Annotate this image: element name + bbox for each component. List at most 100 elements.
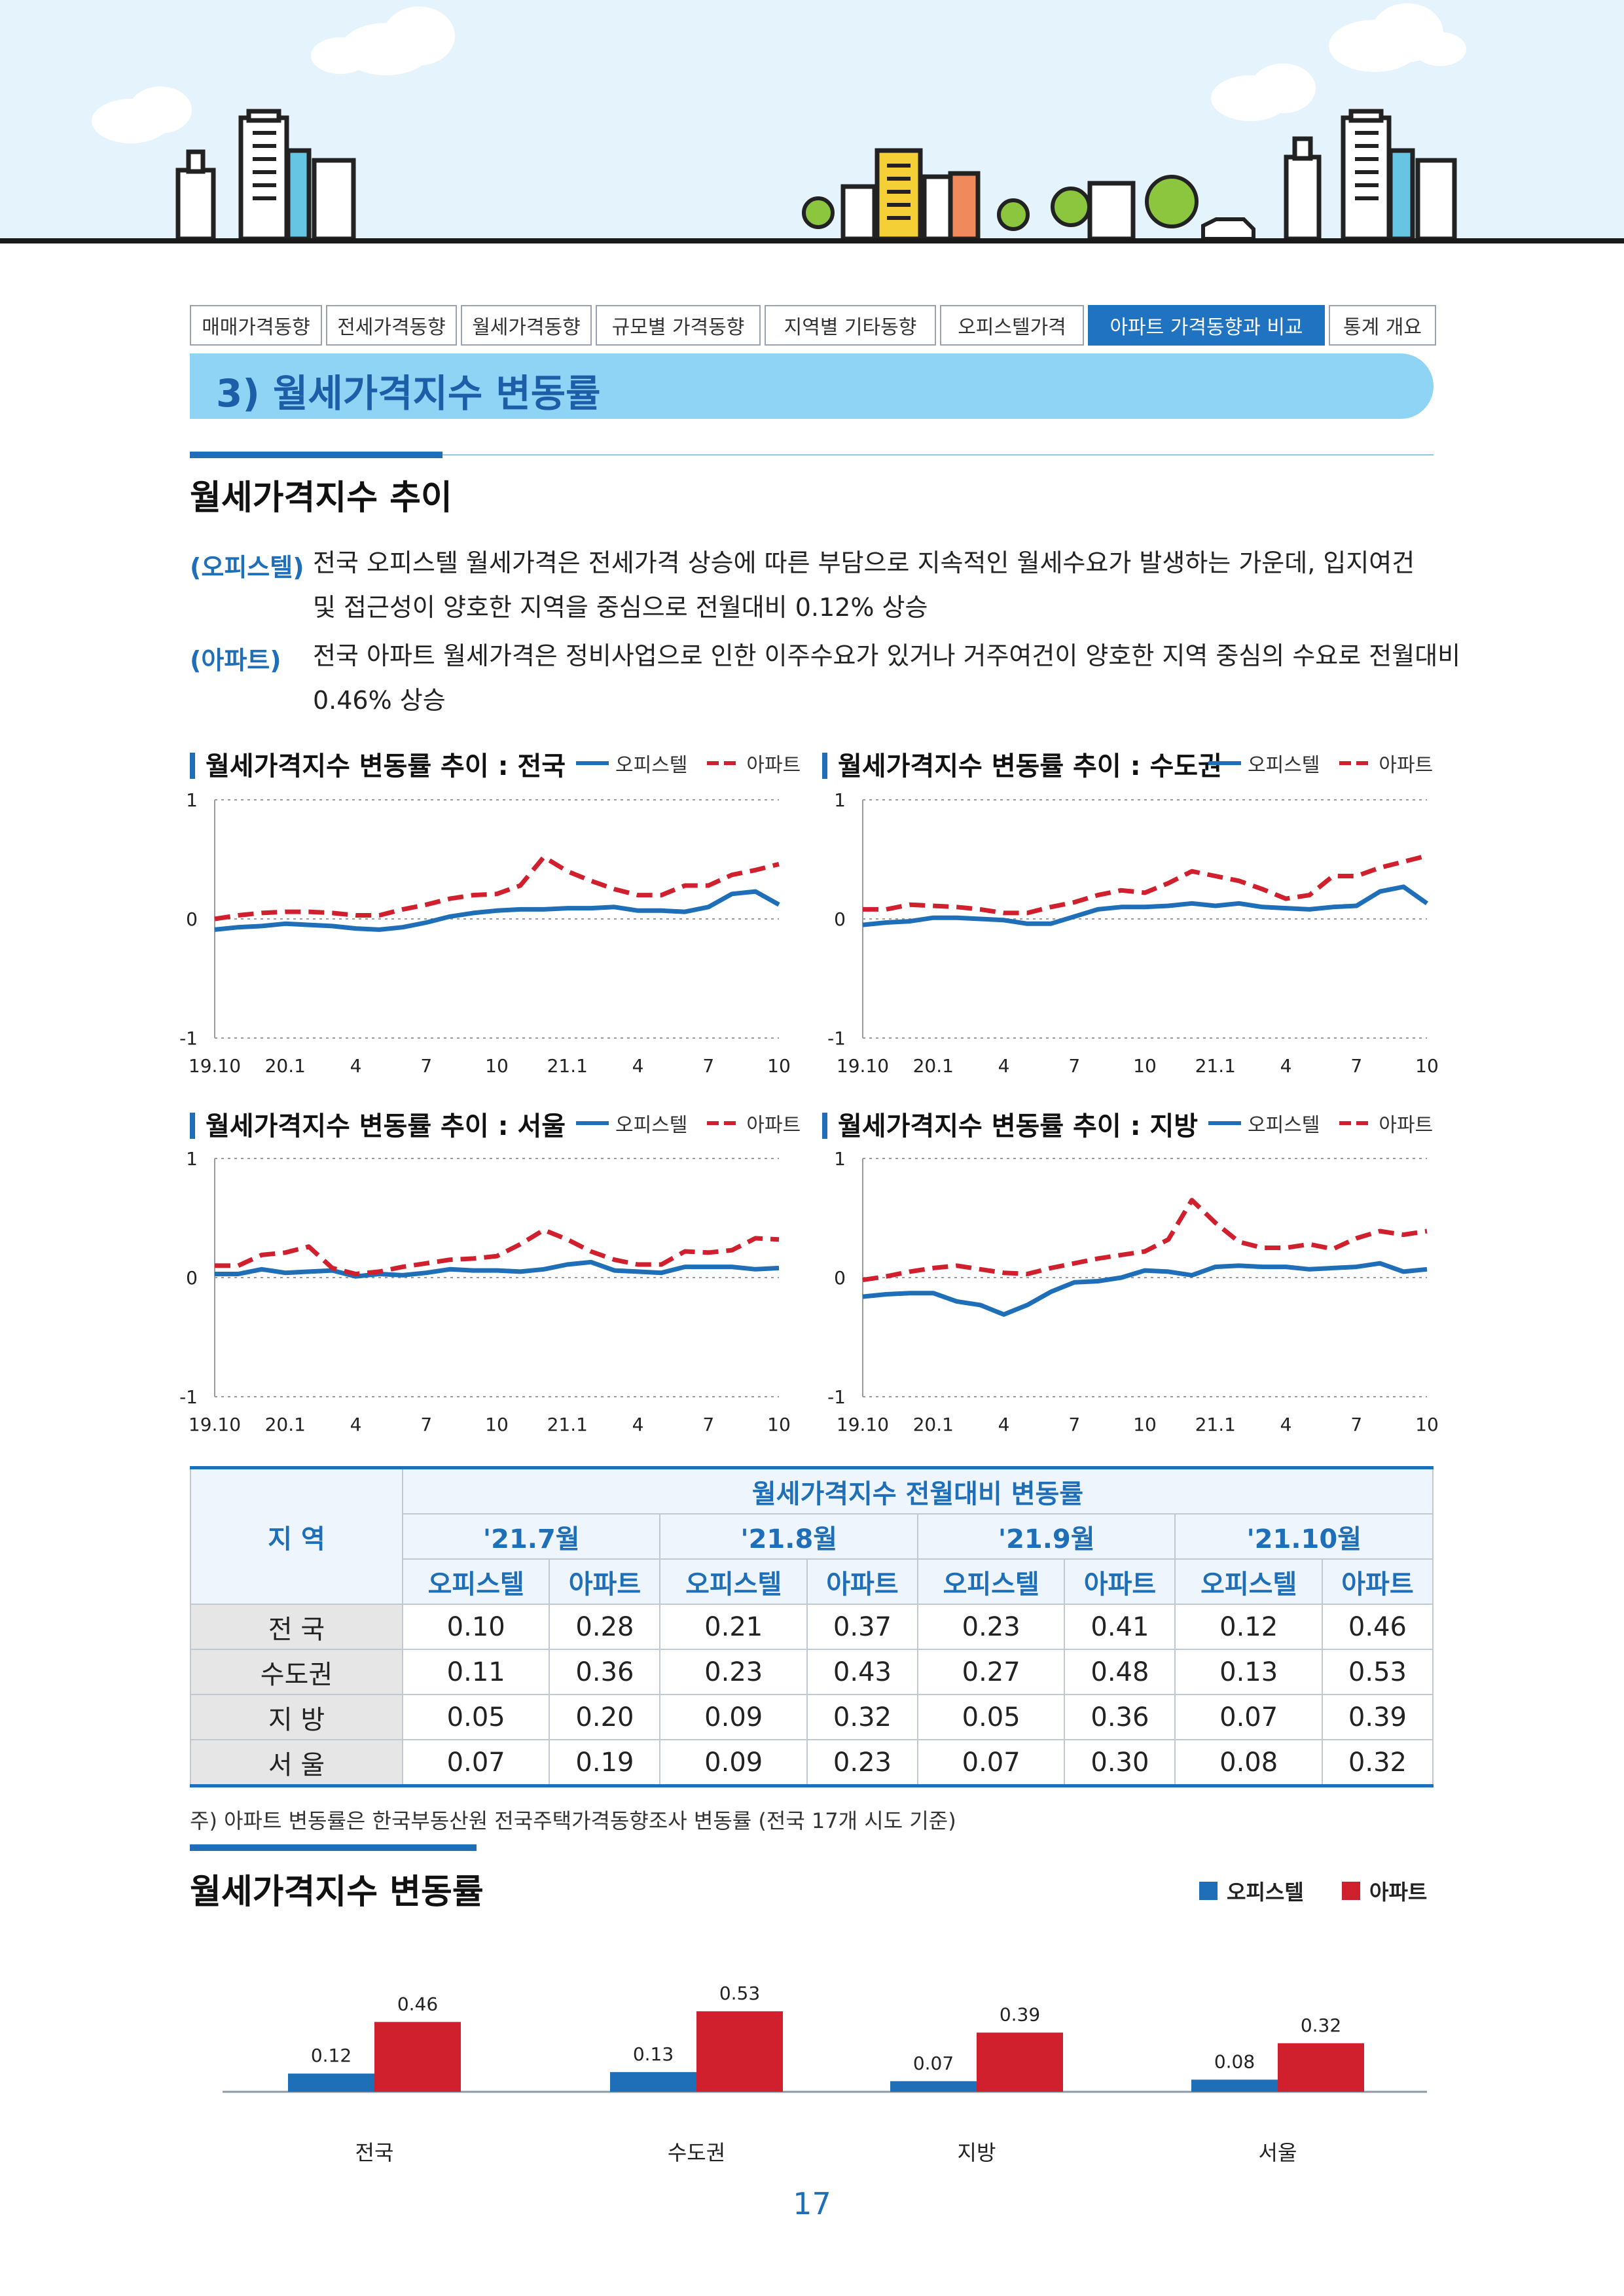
bar-officetel [288,2073,374,2092]
tab-regional-trend[interactable]: 지역별 기타동향 [765,305,936,346]
tab-statistics-overview[interactable]: 통계 개요 [1329,305,1436,346]
bar-legend-apartment: 아파트 [1342,1876,1427,1906]
bar-category-label: 전국 [355,2140,394,2165]
x-tick-label: 10 [767,1055,791,1077]
line-chart-national: 10-119.10 20.1 4 7 10 21.1 4 7 10 [179,789,791,1077]
bar-value-label: 0.13 [633,2043,674,2065]
y-tick-label: -1 [179,1028,198,1049]
x-tick-label: 7 [702,1414,714,1435]
x-tick-label: 10 [485,1055,509,1077]
x-tick-label: 19.10 [189,1055,241,1077]
bar-apartment [696,2011,783,2092]
tab-sale-trend[interactable]: 매매가격동향 [190,305,322,346]
x-tick-label: 4 [1280,1055,1292,1077]
x-tick-label: 4 [998,1055,1010,1077]
table-cell-value: 0.20 [549,1694,661,1740]
line-chart-regional: 10-119.10 20.1 4 7 10 21.1 4 7 10 [827,1148,1439,1435]
legend-line-officetel [576,1121,609,1125]
heading-accent-bar [190,452,442,458]
x-tick-label: 10 [1415,1055,1439,1077]
table-cell-value: 0.27 [916,1649,1066,1695]
page-number: 17 [793,2186,831,2221]
y-tick-label: 1 [834,1148,846,1170]
paragraph-apartment: 전국 아파트 월세가격은 정비사업으로 인한 이주수요가 있거나 거주여건이 양… [313,634,1460,723]
table-cell-value: 0.37 [806,1604,918,1650]
table-cell-value: 0.10 [401,1604,550,1650]
tab-apartment-comparison[interactable]: 아파트 가격동향과 비교 [1088,305,1325,346]
line-chart-capital: 10-119.10 20.1 4 7 10 21.1 4 7 10 [827,789,1439,1077]
x-tick-label: 19.10 [837,1414,889,1435]
table-cell-value: 0.09 [659,1694,808,1740]
chart-legend-capital: 오피스텔 아파트 [1208,749,1433,778]
chart-title-national: 월세가격지수 변동률 추이 : 전국 [190,745,566,783]
bar-officetel [610,2072,696,2092]
table-row: 서 울 0.07 0.19 0.09 0.23 0.07 0.30 0.08 0.32 [190,1739,1434,1787]
table-cell-value: 0.11 [401,1649,550,1695]
table-cell-value: 0.36 [549,1649,661,1695]
x-tick-label: 7 [1068,1055,1080,1077]
table-cell-value: 0.12 [1174,1604,1323,1650]
table-cell-value: 0.09 [659,1739,808,1787]
paragraph-label-apartment: (아파트) [190,646,281,675]
x-tick-label: 21.1 [547,1055,588,1077]
legend-swatch-apartment [1342,1882,1360,1900]
paragraph-line: 전국 오피스텔 월세가격은 전세가격 상승에 따른 부담으로 지속적인 월세수요… [313,548,1415,577]
bar-apartment [1278,2043,1364,2092]
table-cell-value: 0.07 [401,1739,550,1787]
paragraph-line: 전국 아파트 월세가격은 정비사업으로 인한 이주수요가 있거나 거주여건이 양… [313,641,1461,670]
y-tick-label: 0 [834,1267,846,1289]
table-cell-value: 0.39 [1321,1694,1434,1740]
table-cell-value: 0.07 [1174,1694,1323,1740]
change-rate-table: 지 역 월세가격지수 전월대비 변동률 '21.7월 '21.8월 '21.9월… [190,1466,1434,1787]
table-cell-region: 지 방 [190,1694,403,1740]
x-tick-label: 10 [1133,1414,1157,1435]
legend-label-apartment: 아파트 [1369,1880,1428,1905]
series-line-officetel [862,1261,1428,1317]
bar-value-label: 0.39 [1000,2004,1040,2026]
section-title: 3) 월세가격지수 변동률 [216,371,601,416]
table-cell-value: 0.23 [806,1739,918,1787]
y-tick-label: -1 [827,1028,846,1049]
table-subheader-officetel: 오피스텔 [916,1558,1066,1605]
x-tick-label: 4 [632,1414,644,1435]
table-cell-value: 0.53 [1321,1649,1434,1695]
table-cell-value: 0.23 [659,1649,808,1695]
table-header-month: '21.8월 [659,1513,918,1560]
table-header-month: '21.10월 [1174,1513,1434,1560]
tab-jeonse-trend[interactable]: 전세가격동향 [326,305,457,346]
x-tick-label: 10 [1415,1414,1439,1435]
table-footnote: 주) 아파트 변동률은 한국부동산원 전국주택가격동향조사 변동률 (전국 17… [190,1808,956,1833]
x-tick-label: 10 [485,1414,509,1435]
table-cell-value: 0.36 [1064,1694,1176,1740]
x-tick-label: 4 [350,1414,362,1435]
x-tick-label: 7 [1350,1414,1362,1435]
bar-value-label: 0.46 [397,1993,438,2015]
x-tick-label: 10 [767,1414,791,1435]
tab-officetel-price[interactable]: 오피스텔가격 [940,305,1084,346]
chart-legend-national: 오피스텔 아파트 [576,749,801,778]
bar-legend-officetel: 오피스텔 [1199,1876,1304,1906]
table-subheader-apartment: 아파트 [1321,1558,1434,1605]
x-tick-label: 7 [420,1414,432,1435]
legend-line-apartment [1339,1121,1373,1125]
y-tick-label: 0 [186,908,198,930]
legend-label-apartment: 아파트 [746,1114,801,1137]
y-tick-label: 0 [186,1267,198,1289]
bar-category-label: 서울 [1259,2140,1297,2165]
bar-apartment [977,2032,1063,2092]
x-tick-label: 20.1 [265,1414,306,1435]
tab-size-trend[interactable]: 규모별 가격동향 [596,305,761,346]
legend-label-apartment: 아파트 [1379,1114,1434,1137]
bar-category-label: 지방 [958,2140,996,2165]
legend-line-apartment [1339,761,1373,765]
x-tick-label: 19.10 [837,1055,889,1077]
heading-accent-bar [190,1844,477,1851]
legend-label-officetel: 오피스텔 [1248,1114,1320,1137]
chart-title-regional: 월세가격지수 변동률 추이 : 지방 [822,1105,1198,1143]
y-tick-label: 1 [834,789,846,811]
legend-line-apartment [707,761,740,765]
table-subheader-officetel: 오피스텔 [659,1558,808,1605]
table-cell-value: 0.30 [1064,1739,1176,1787]
table-subheader-officetel: 오피스텔 [1174,1558,1323,1605]
tab-monthly-rent-trend[interactable]: 월세가격동향 [461,305,592,346]
